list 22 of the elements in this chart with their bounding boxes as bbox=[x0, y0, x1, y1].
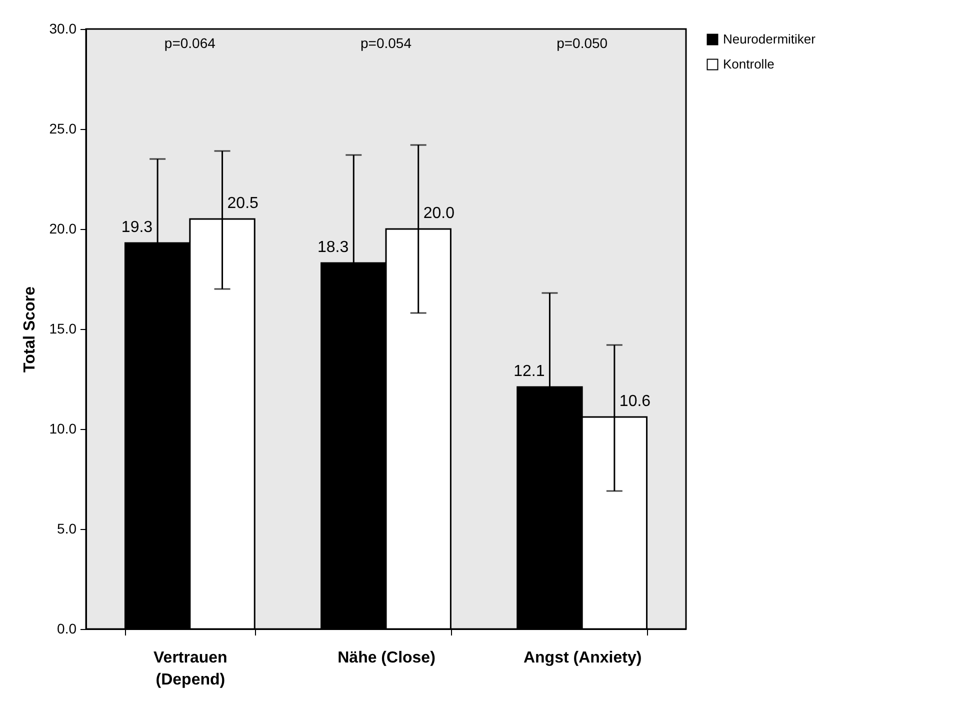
x-tick-label: Angst (Anxiety) bbox=[523, 650, 642, 666]
data-label: 12.1 bbox=[514, 363, 545, 380]
data-label: 10.6 bbox=[619, 393, 651, 410]
legend-label: Kontrolle bbox=[723, 56, 774, 72]
data-label: 20.0 bbox=[423, 205, 455, 222]
y-tick-label: 15.0 bbox=[49, 320, 77, 336]
y-tick-label: 10.0 bbox=[49, 420, 77, 436]
data-label: 20.5 bbox=[227, 195, 259, 212]
annotation: p=0.064 bbox=[164, 35, 216, 51]
y-tick-label: 0.0 bbox=[57, 620, 77, 636]
x-tick-label: Vertrauen (Depend) bbox=[154, 650, 228, 688]
x-tick-label: Nähe (Close) bbox=[338, 650, 436, 666]
y-tick-label: 25.0 bbox=[49, 120, 77, 136]
data-label: 18.3 bbox=[318, 239, 349, 256]
y-tick-label: 20.0 bbox=[49, 220, 77, 236]
legend-label: Neurodermitiker bbox=[723, 32, 816, 46]
y-axis-title: Total Score bbox=[21, 286, 38, 372]
y-tick-label: 5.0 bbox=[57, 520, 77, 536]
data-label: 19.3 bbox=[121, 219, 153, 236]
y-tick-label: 30.0 bbox=[49, 20, 77, 36]
annotation: p=0.054 bbox=[360, 35, 412, 51]
annotation: p=0.050 bbox=[556, 35, 608, 51]
